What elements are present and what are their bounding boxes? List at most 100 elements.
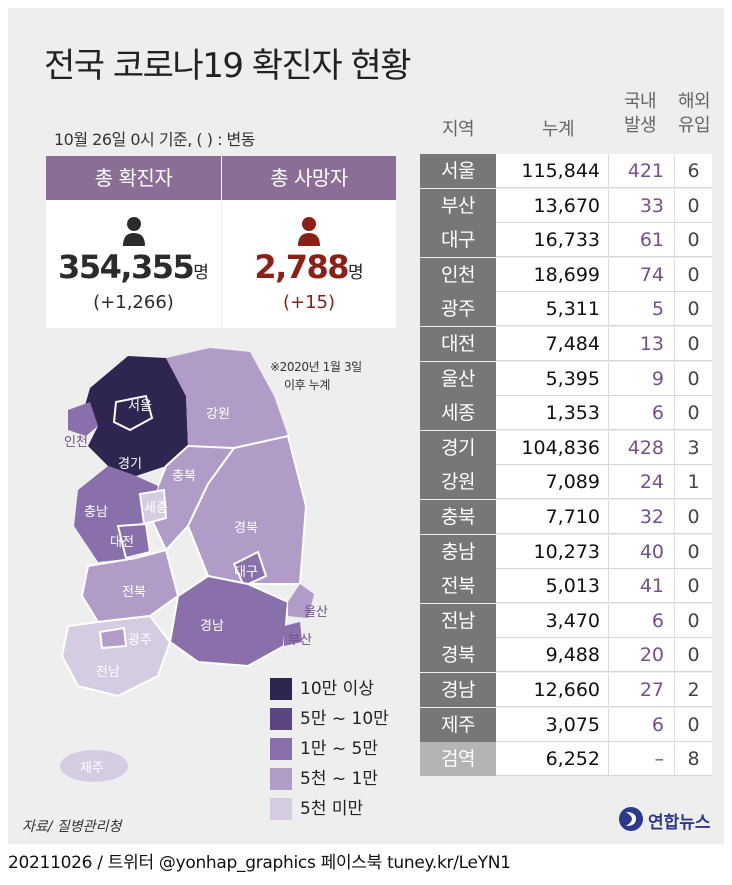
- imported-cell: 0: [674, 603, 712, 638]
- map-region-incheon: [68, 402, 98, 436]
- total-cell: 18,699: [533, 263, 600, 286]
- deaths-card: 2,788명 (+15): [222, 200, 396, 328]
- imported-cell: 0: [674, 569, 712, 604]
- region-cell: 충북: [420, 500, 496, 534]
- korea-map: 서울 경기 인천 강원 충북 충남 세종 대전 경북 대구 전북 광주 전남 경…: [60, 348, 328, 782]
- map-label-ulsan: 울산: [304, 605, 328, 620]
- map-region-seoul: [112, 394, 154, 432]
- map-region-daejeon: [116, 522, 152, 560]
- map-label-gyeongnam: 경남: [200, 619, 224, 634]
- cases-value: 354,355: [58, 248, 195, 286]
- domestic-cell: 32: [608, 500, 672, 534]
- region-cell: 전북: [420, 569, 496, 604]
- total-cell: 1,353: [545, 402, 600, 425]
- domestic-cell: 6: [608, 707, 672, 742]
- domestic-cell: 5: [608, 292, 672, 327]
- table-row: 서울 115,844 421 6: [420, 154, 712, 188]
- domestic-cell: 9: [608, 361, 672, 396]
- col-header-imported-line1: 해외: [677, 91, 711, 112]
- map-region-jeju: [60, 750, 128, 782]
- imported-cell: 6: [674, 154, 712, 188]
- total-cell: 16,733: [533, 229, 600, 252]
- col-header-domestic-line2: 발생: [623, 115, 657, 136]
- map-label-seoul: 서울: [128, 399, 152, 414]
- imported-cell: 0: [674, 327, 712, 361]
- cases-card: 354,355명 (+1,266): [46, 200, 221, 328]
- total-cell: 5,013: [545, 575, 600, 598]
- summary-cards: 총 확진자 총 사망자 354,355명 (+1,266) 2,788명 (+1…: [46, 156, 396, 328]
- map-label-jeonbuk: 전북: [122, 585, 146, 600]
- map-label-busan: 부산: [288, 633, 312, 648]
- map-label-gyeonggi: 경기: [118, 457, 142, 472]
- deaths-total: 2,788명: [222, 248, 396, 286]
- total-cell: 12,660: [533, 679, 600, 701]
- map-region-gyeongnam: [168, 574, 290, 668]
- total-cell: 7,089: [545, 471, 600, 494]
- map-label-jeju: 제주: [80, 761, 104, 776]
- total-cell: 3,075: [545, 713, 600, 736]
- domestic-cell: 6: [608, 396, 672, 431]
- table-row: 경기 104,836 428 3: [420, 430, 712, 465]
- region-cell: 울산: [420, 361, 496, 396]
- domestic-cell: –: [608, 742, 672, 777]
- total-cell: 7,710: [545, 506, 600, 528]
- map-region-gwangju: [98, 626, 128, 650]
- map-label-sejong: 세종: [144, 501, 168, 516]
- domestic-cell: 24: [608, 465, 672, 500]
- map-region-ulsan: [288, 584, 314, 618]
- domestic-cell: 41: [608, 569, 672, 604]
- map-label-chungbuk: 충북: [172, 469, 196, 484]
- region-cell: 경북: [420, 638, 496, 673]
- table-row: 경남 12,660 27 2: [420, 673, 712, 707]
- table-row: 전북 5,013 41 0: [420, 569, 712, 604]
- legend-swatch: [270, 768, 292, 790]
- domestic-cell: 74: [608, 257, 672, 292]
- domestic-cell: 421: [608, 154, 672, 188]
- imported-cell: 0: [674, 396, 712, 431]
- domestic-cell: 61: [608, 223, 672, 258]
- imported-cell: 0: [674, 707, 712, 742]
- cumulative-note-line2: 이후 누계: [284, 378, 330, 392]
- domestic-cell: 40: [608, 534, 672, 569]
- legend-swatch: [270, 738, 292, 760]
- map-label-gwangju: 광주: [128, 633, 152, 648]
- domestic-cell: 6: [608, 603, 672, 638]
- imported-cell: 0: [674, 292, 712, 327]
- region-cell: 충남: [420, 534, 496, 569]
- deaths-unit: 명: [348, 263, 364, 283]
- map-region-daegu: [232, 550, 268, 588]
- yonhap-logo-text: 연합뉴스: [648, 813, 711, 833]
- map-label-chungnam: 충남: [84, 505, 108, 520]
- legend-label: 10만 이상: [300, 679, 374, 699]
- deaths-change: (+15): [282, 292, 336, 313]
- region-cell: 검역: [420, 742, 496, 777]
- cumulative-note: ※2020년 1월 3일 이후 누계: [270, 358, 362, 394]
- map-region-gangwon: [166, 348, 288, 448]
- map-label-daegu: 대구: [234, 565, 258, 580]
- legend-label: 1만 ~ 5만: [300, 739, 378, 759]
- total-cell: 10,273: [533, 540, 600, 563]
- imported-cell: 0: [674, 534, 712, 569]
- region-cell: 광주: [420, 292, 496, 327]
- cases-card-header: 총 확진자: [46, 156, 221, 200]
- total-cell: 5,395: [545, 367, 600, 390]
- imported-cell: 0: [674, 188, 712, 223]
- legend-swatch: [270, 708, 292, 730]
- domestic-cell: 27: [608, 673, 672, 707]
- map-label-incheon: 인천: [64, 435, 88, 450]
- imported-cell: 0: [674, 257, 712, 292]
- cases-unit: 명: [193, 263, 209, 283]
- imported-cell: 8: [674, 742, 712, 777]
- domestic-cell: 428: [608, 430, 672, 465]
- person-icon: [298, 217, 320, 246]
- imported-cell: 0: [674, 361, 712, 396]
- total-cell: 3,470: [545, 609, 600, 632]
- total-cell: 6,252: [545, 748, 600, 771]
- imported-cell: 0: [674, 638, 712, 673]
- table-row: 경북 9,488 20 0: [420, 638, 712, 673]
- person-icon: [123, 217, 145, 246]
- domestic-cell: 33: [608, 188, 672, 223]
- table-row: 충북 7,710 32 0: [420, 500, 712, 534]
- region-cell: 제주: [420, 707, 496, 742]
- table-row: 대구 16,733 61 0: [420, 223, 712, 258]
